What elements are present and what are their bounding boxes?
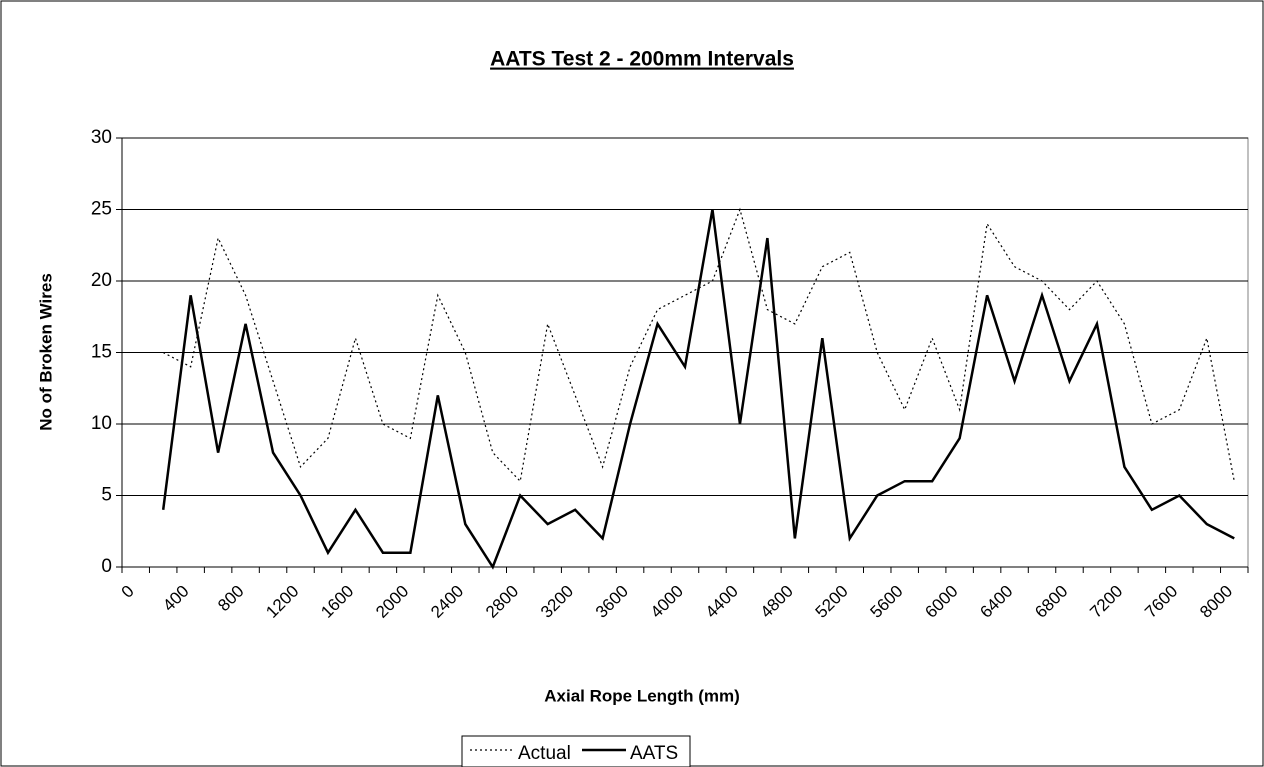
legend-box: [461, 735, 691, 767]
y-tick-label: 20: [91, 270, 112, 291]
y-tick-label: 15: [91, 342, 112, 363]
y-tick-label: 10: [91, 413, 112, 434]
series-line: [161, 209, 1235, 570]
y-axis-label: No of Broken Wires: [36, 273, 55, 431]
series-line: [162, 207, 1235, 483]
y-tick-label: 5: [101, 485, 112, 506]
y-tick-label: 0: [101, 556, 112, 577]
chart-title: AATS Test 2 - 200mm Intervals: [490, 48, 794, 71]
y-tick-label: 30: [91, 127, 112, 148]
y-tick-label: 25: [91, 199, 112, 220]
legend-label: Actual: [518, 743, 571, 764]
legend-label: AATS: [630, 743, 678, 764]
x-axis-label: Axial Rope Length (mm): [544, 686, 740, 705]
